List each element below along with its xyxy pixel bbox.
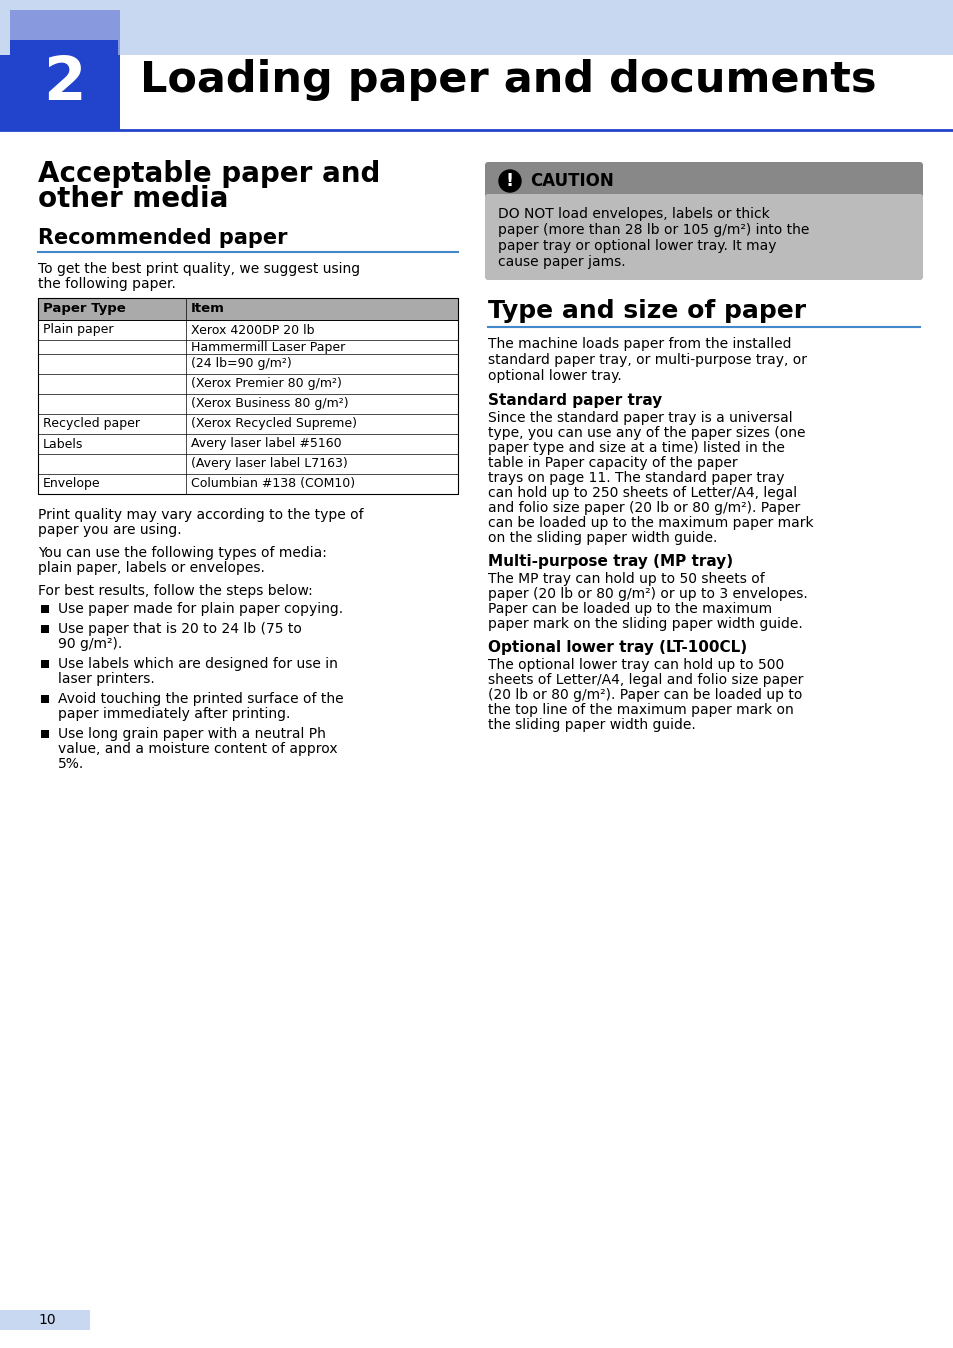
Text: Use labels which are designed for use in: Use labels which are designed for use in bbox=[58, 656, 337, 671]
Bar bbox=[0, 30, 120, 129]
Text: 2: 2 bbox=[43, 54, 85, 113]
Text: trays on page 11. The standard paper tray: trays on page 11. The standard paper tra… bbox=[488, 470, 783, 485]
Text: (Avery laser label L7163): (Avery laser label L7163) bbox=[191, 457, 348, 470]
Text: (Xerox Business 80 g/m²): (Xerox Business 80 g/m²) bbox=[191, 398, 348, 411]
Text: optional lower tray.: optional lower tray. bbox=[488, 369, 621, 383]
Text: (20 lb or 80 g/m²). Paper can be loaded up to: (20 lb or 80 g/m²). Paper can be loaded … bbox=[488, 687, 801, 702]
Text: 10: 10 bbox=[38, 1313, 55, 1326]
Text: plain paper, labels or envelopes.: plain paper, labels or envelopes. bbox=[38, 561, 265, 576]
Text: paper type and size at a time) listed in the: paper type and size at a time) listed in… bbox=[488, 441, 784, 456]
Text: on the sliding paper width guide.: on the sliding paper width guide. bbox=[488, 531, 717, 545]
Circle shape bbox=[498, 170, 520, 191]
Text: Print quality may vary according to the type of: Print quality may vary according to the … bbox=[38, 508, 363, 522]
Text: !: ! bbox=[505, 173, 514, 190]
Text: Recommended paper: Recommended paper bbox=[38, 228, 287, 248]
Text: (Xerox Premier 80 g/m²): (Xerox Premier 80 g/m²) bbox=[191, 377, 341, 391]
Bar bbox=[38, 394, 457, 414]
Bar bbox=[41, 696, 49, 704]
FancyBboxPatch shape bbox=[484, 194, 923, 280]
Text: Since the standard paper tray is a universal: Since the standard paper tray is a unive… bbox=[488, 411, 792, 425]
Bar bbox=[0, 0, 120, 55]
Text: Type and size of paper: Type and size of paper bbox=[488, 299, 805, 324]
Bar bbox=[10, 9, 120, 55]
Text: paper you are using.: paper you are using. bbox=[38, 523, 181, 537]
Text: Avery laser label #5160: Avery laser label #5160 bbox=[191, 438, 341, 450]
Bar bbox=[0, 1310, 90, 1330]
Bar bbox=[38, 474, 457, 493]
Bar bbox=[488, 267, 919, 279]
Text: For best results, follow the steps below:: For best results, follow the steps below… bbox=[38, 584, 313, 599]
Bar bbox=[0, 0, 953, 55]
Text: Standard paper tray: Standard paper tray bbox=[488, 394, 661, 408]
Text: type, you can use any of the paper sizes (one: type, you can use any of the paper sizes… bbox=[488, 426, 804, 439]
Text: paper tray or optional lower tray. It may: paper tray or optional lower tray. It ma… bbox=[497, 239, 776, 253]
Bar bbox=[38, 340, 457, 355]
Bar bbox=[41, 731, 49, 737]
Text: Multi-purpose tray (MP tray): Multi-purpose tray (MP tray) bbox=[488, 554, 732, 569]
Bar bbox=[38, 298, 457, 319]
Text: Use paper that is 20 to 24 lb (75 to: Use paper that is 20 to 24 lb (75 to bbox=[58, 621, 301, 636]
Text: Use paper made for plain paper copying.: Use paper made for plain paper copying. bbox=[58, 603, 343, 616]
Text: Acceptable paper and: Acceptable paper and bbox=[38, 160, 380, 187]
Text: value, and a moisture content of approx: value, and a moisture content of approx bbox=[58, 741, 337, 756]
Bar bbox=[38, 298, 457, 319]
Text: (24 lb=90 g/m²): (24 lb=90 g/m²) bbox=[191, 357, 292, 371]
Text: the top line of the maximum paper mark on: the top line of the maximum paper mark o… bbox=[488, 704, 793, 717]
Text: paper (20 lb or 80 g/m²) or up to 3 envelopes.: paper (20 lb or 80 g/m²) or up to 3 enve… bbox=[488, 586, 807, 601]
Text: other media: other media bbox=[38, 185, 228, 213]
Text: Paper can be loaded up to the maximum: Paper can be loaded up to the maximum bbox=[488, 603, 771, 616]
Text: laser printers.: laser printers. bbox=[58, 673, 154, 686]
Bar bbox=[38, 355, 457, 373]
Text: The MP tray can hold up to 50 sheets of: The MP tray can hold up to 50 sheets of bbox=[488, 572, 764, 586]
Bar bbox=[38, 298, 457, 493]
Text: cause paper jams.: cause paper jams. bbox=[497, 255, 625, 270]
Text: sheets of Letter/A4, legal and folio size paper: sheets of Letter/A4, legal and folio siz… bbox=[488, 673, 802, 687]
Text: 5%.: 5%. bbox=[58, 758, 84, 771]
Bar bbox=[38, 319, 457, 340]
Text: paper immediately after printing.: paper immediately after printing. bbox=[58, 706, 290, 721]
Text: the following paper.: the following paper. bbox=[38, 276, 175, 291]
Text: and folio size paper (20 lb or 80 g/m²). Paper: and folio size paper (20 lb or 80 g/m²).… bbox=[488, 501, 800, 515]
Text: 90 g/m²).: 90 g/m²). bbox=[58, 638, 122, 651]
Text: Optional lower tray (LT-100CL): Optional lower tray (LT-100CL) bbox=[488, 640, 746, 655]
Text: Recycled paper: Recycled paper bbox=[43, 418, 140, 430]
Text: Avoid touching the printed surface of the: Avoid touching the printed surface of th… bbox=[58, 692, 343, 706]
Bar bbox=[38, 454, 457, 474]
Text: paper (more than 28 lb or 105 g/m²) into the: paper (more than 28 lb or 105 g/m²) into… bbox=[497, 222, 808, 237]
Text: Labels: Labels bbox=[43, 438, 83, 450]
Text: Plain paper: Plain paper bbox=[43, 324, 113, 337]
Text: Item: Item bbox=[191, 302, 225, 315]
Text: Envelope: Envelope bbox=[43, 477, 100, 491]
Text: the sliding paper width guide.: the sliding paper width guide. bbox=[488, 718, 695, 732]
Text: can hold up to 250 sheets of Letter/A4, legal: can hold up to 250 sheets of Letter/A4, … bbox=[488, 487, 797, 500]
Text: Columbian #138 (COM10): Columbian #138 (COM10) bbox=[191, 477, 355, 491]
Text: Use long grain paper with a neutral Ph: Use long grain paper with a neutral Ph bbox=[58, 727, 326, 741]
Text: DO NOT load envelopes, labels or thick: DO NOT load envelopes, labels or thick bbox=[497, 208, 769, 221]
Text: The machine loads paper from the installed: The machine loads paper from the install… bbox=[488, 337, 791, 350]
FancyBboxPatch shape bbox=[484, 162, 923, 200]
Text: Hammermill Laser Paper: Hammermill Laser Paper bbox=[191, 341, 345, 353]
Bar bbox=[0, 0, 953, 55]
Text: standard paper tray, or multi-purpose tray, or: standard paper tray, or multi-purpose tr… bbox=[488, 353, 806, 367]
Text: To get the best print quality, we suggest using: To get the best print quality, we sugges… bbox=[38, 262, 359, 276]
Text: CAUTION: CAUTION bbox=[530, 173, 613, 190]
Text: can be loaded up to the maximum paper mark: can be loaded up to the maximum paper ma… bbox=[488, 516, 813, 530]
Text: paper mark on the sliding paper width guide.: paper mark on the sliding paper width gu… bbox=[488, 617, 801, 631]
Text: Loading paper and documents: Loading paper and documents bbox=[140, 59, 876, 101]
Text: You can use the following types of media:: You can use the following types of media… bbox=[38, 546, 327, 559]
Bar bbox=[41, 625, 49, 634]
Bar bbox=[10, 40, 118, 128]
Bar bbox=[41, 661, 49, 669]
Bar bbox=[38, 414, 457, 434]
Text: Paper Type: Paper Type bbox=[43, 302, 126, 315]
Text: Xerox 4200DP 20 lb: Xerox 4200DP 20 lb bbox=[191, 324, 314, 337]
Bar bbox=[0, 0, 120, 120]
Bar bbox=[38, 434, 457, 454]
Text: table in Paper capacity of the paper: table in Paper capacity of the paper bbox=[488, 456, 737, 470]
Circle shape bbox=[499, 171, 519, 191]
Bar bbox=[41, 605, 49, 613]
Text: (Xerox Recycled Supreme): (Xerox Recycled Supreme) bbox=[191, 418, 356, 430]
Text: The optional lower tray can hold up to 500: The optional lower tray can hold up to 5… bbox=[488, 658, 783, 673]
Bar bbox=[38, 373, 457, 394]
